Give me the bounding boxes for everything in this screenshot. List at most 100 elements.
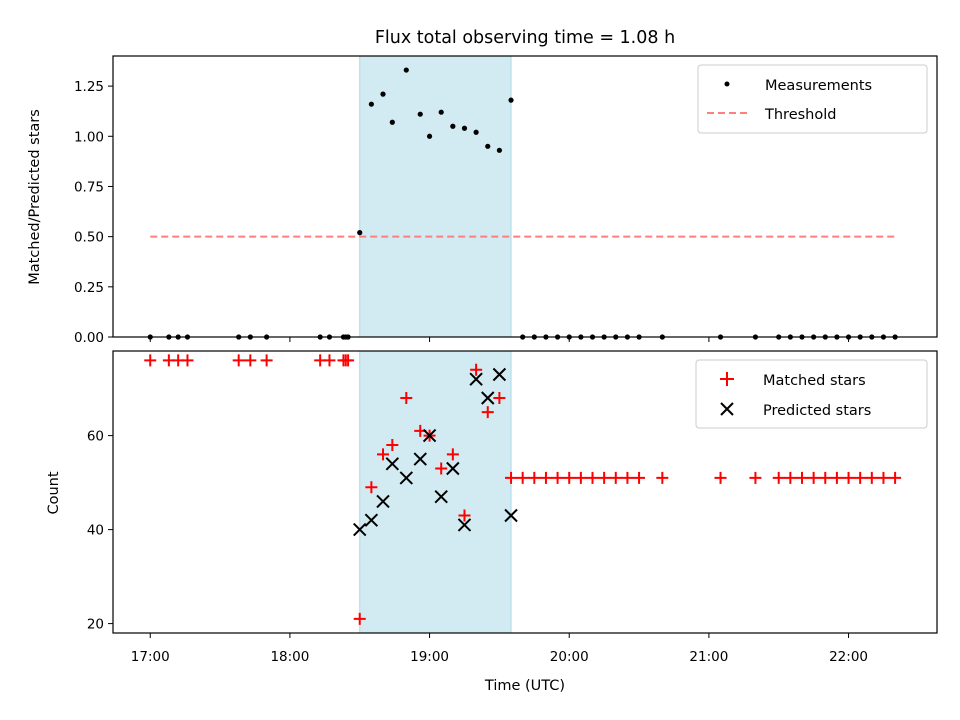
y-tick-label: 0.75 [74,179,104,195]
top-legend-box [697,64,928,134]
legend-matched-marker [720,372,734,386]
matched-star-point [574,471,587,484]
measurement-point [438,109,444,115]
matched-star-point [633,471,646,484]
measurement-point [403,67,409,73]
measurement-point [389,119,395,125]
y-tick-label: 0.25 [74,280,104,296]
measurement-point [485,143,491,149]
measurement-point [380,91,386,97]
matched-star-point [353,612,366,625]
predicted-star-point [434,489,448,504]
matched-star-point [323,354,336,367]
measurement-point [461,125,468,131]
matched-star-point [377,448,390,461]
matched-star-point [772,471,785,484]
matched-star-point [598,471,611,484]
x-tick-label: 21:00 [689,649,728,665]
matched-star-point [830,471,843,484]
predicted-star-point [353,522,367,537]
x-tick-label: 18:00 [270,649,309,665]
legend-predicted-label: Predicted stars [763,403,871,419]
measurement-point [357,230,363,236]
top-y-axis-label: Matched/Predicted stars [27,109,43,285]
measurement-point [368,101,374,107]
matched-star-point [889,471,902,484]
legend-threshold-label: Threshold [764,107,836,123]
predicted-star-point [385,457,400,471]
top-axes-frame [112,55,938,338]
matched-star-point [446,448,459,461]
x-tick-label: 22:00 [829,649,868,665]
predicted-star-point [364,513,379,527]
matched-star-point [714,471,727,484]
y-tick-label: 40 [87,523,104,539]
measurement-point [473,129,479,135]
top-ticks-layer: 0.00 0.25 0.50 0.75 1.00 1.25 [74,79,850,346]
predicted-star-point [399,471,413,485]
matched-star-point [784,471,797,484]
matched-star-point [505,471,518,484]
legend-matched-label: Matched stars [763,373,866,389]
bottom-series-layer [144,354,902,625]
measurement-point [426,133,433,139]
top-panel: Flux total observing time = 1.08 h Match… [27,28,938,346]
matched-star-point [842,471,855,484]
y-tick-label: 60 [87,429,104,445]
matched-star-point [539,471,552,484]
bottom-axes-frame [112,350,938,634]
measurement-point [417,111,423,117]
bottom-legend: Matched stars Predicted stars [695,359,928,429]
measurement-point [450,123,456,129]
matched-star-point [342,354,355,367]
matched-star-point [795,471,808,484]
predicted-star-point [457,518,472,532]
measurement-point [496,147,502,153]
measurement-point [508,97,514,103]
y-tick-label: 0.00 [74,330,104,346]
top-legend: Measurements Threshold [697,64,928,134]
bottom-panel: Count Time (UTC) 17:00 18:00 19:00 20:00 21:… [46,350,938,694]
matched-star-point [470,363,483,376]
predicted-star-point [446,461,460,476]
matched-star-point [458,509,471,522]
highlight-span [359,56,512,337]
matched-star-point [877,471,890,484]
matched-star-point [435,462,448,475]
matched-star-point [232,354,245,367]
predicted-star-point [469,372,483,386]
predicted-star-point [492,367,507,382]
predicted-star-point [422,428,437,443]
matched-star-point [854,471,867,484]
x-tick-label: 17:00 [131,649,170,665]
matched-star-point [656,471,669,484]
matched-star-point [244,354,257,367]
matched-star-point [386,439,399,451]
predicted-star-point [413,452,427,466]
top-chart-title: Flux total observing time = 1.08 h [375,28,675,48]
bottom-y-axis-label: Count [46,471,62,514]
legend-measurements-label: Measurements [765,78,872,94]
y-tick-label: 1.00 [74,129,104,145]
matched-star-point [865,471,878,484]
matched-star-point [365,481,378,494]
matched-star-point [609,471,622,484]
top-highlight-span-layer [359,56,512,337]
y-tick-label: 20 [87,617,104,633]
matched-star-point [819,471,832,484]
y-tick-label: 1.25 [74,79,104,95]
matched-star-point [586,471,599,484]
matched-star-point [481,406,494,419]
matched-star-point [551,471,564,484]
predicted-star-point [376,494,390,509]
predicted-star-point [481,391,495,405]
matched-star-point [516,471,529,484]
predicted-star-point [504,508,518,523]
matched-star-point [400,392,413,404]
bottom-legend-box [695,359,928,429]
legend-measurements-marker [724,81,730,87]
legend-predicted-marker [720,402,734,416]
matched-star-point [493,392,506,404]
matched-star-point [621,471,634,484]
